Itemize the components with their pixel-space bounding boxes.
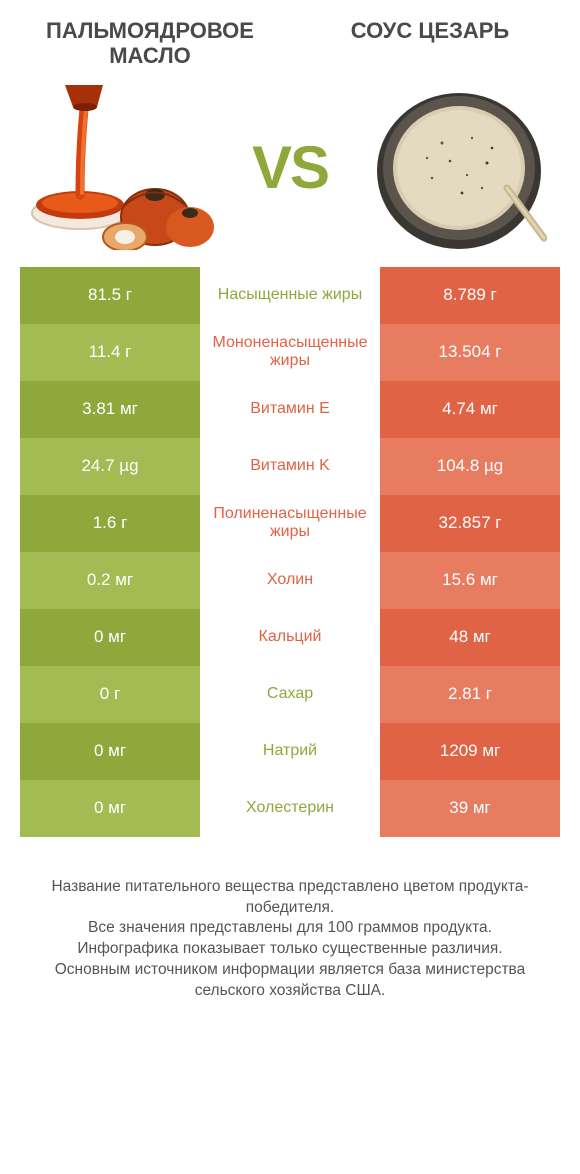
comparison-table: 81.5 гНасыщенные жиры8.789 г11.4 гМононе… — [20, 267, 560, 837]
infographic-container: ПАЛЬМОЯДРОВОЕ МАСЛО СОУС ЦЕЗАРЬ — [0, 0, 580, 1174]
palm-oil-icon — [25, 85, 215, 250]
right-value-cell: 8.789 г — [380, 267, 560, 324]
right-product-image — [360, 83, 560, 253]
right-value-cell: 4.74 мг — [380, 381, 560, 438]
table-row: 11.4 гМононенасыщенные жиры13.504 г — [20, 324, 560, 381]
table-row: 0 гСахар2.81 г — [20, 666, 560, 723]
nutrient-label-cell: Насыщенные жиры — [200, 267, 380, 324]
footer-line: Все значения представлены для 100 граммо… — [24, 918, 556, 939]
footer-line: Инфографика показывает только существенн… — [24, 939, 556, 960]
left-value-cell: 3.81 мг — [20, 381, 200, 438]
footer-line: Название питательного вещества представл… — [24, 877, 556, 919]
nutrient-label-cell: Мононенасыщенные жиры — [200, 324, 380, 381]
right-value-cell: 104.8 µg — [380, 438, 560, 495]
table-row: 81.5 гНасыщенные жиры8.789 г — [20, 267, 560, 324]
table-row: 0 мгНатрий1209 мг — [20, 723, 560, 780]
table-row: 0.2 мгХолин15.6 мг — [20, 552, 560, 609]
nutrient-label-cell: Витамин E — [200, 381, 380, 438]
left-value-cell: 11.4 г — [20, 324, 200, 381]
left-value-cell: 81.5 г — [20, 267, 200, 324]
left-value-cell: 1.6 г — [20, 495, 200, 552]
footer-notes: Название питательного вещества представл… — [0, 837, 580, 1023]
left-product-image — [20, 83, 220, 253]
table-row: 0 мгХолестерин39 мг — [20, 780, 560, 837]
nutrient-label-cell: Витамин K — [200, 438, 380, 495]
table-row: 1.6 гПолиненасыщенные жиры32.857 г — [20, 495, 560, 552]
vs-label: VS — [252, 133, 328, 202]
left-value-cell: 0.2 мг — [20, 552, 200, 609]
right-value-cell: 39 мг — [380, 780, 560, 837]
nutrient-label-cell: Сахар — [200, 666, 380, 723]
table-row: 0 мгКальций48 мг — [20, 609, 560, 666]
nutrient-label-cell: Холин — [200, 552, 380, 609]
nutrient-label-cell: Полиненасыщенные жиры — [200, 495, 380, 552]
right-value-cell: 48 мг — [380, 609, 560, 666]
nutrient-label-cell: Кальций — [200, 609, 380, 666]
right-value-cell: 1209 мг — [380, 723, 560, 780]
header: ПАЛЬМОЯДРОВОЕ МАСЛО СОУС ЦЕЗАРЬ — [0, 0, 580, 69]
right-product-title: СОУС ЦЕЗАРЬ — [296, 18, 565, 69]
right-value-cell: 15.6 мг — [380, 552, 560, 609]
left-value-cell: 24.7 µg — [20, 438, 200, 495]
right-value-cell: 13.504 г — [380, 324, 560, 381]
right-value-cell: 32.857 г — [380, 495, 560, 552]
left-value-cell: 0 мг — [20, 780, 200, 837]
nutrient-label-cell: Натрий — [200, 723, 380, 780]
right-value-cell: 2.81 г — [380, 666, 560, 723]
caesar-sauce-icon — [372, 83, 547, 253]
left-value-cell: 0 мг — [20, 723, 200, 780]
left-product-title: ПАЛЬМОЯДРОВОЕ МАСЛО — [16, 18, 285, 69]
left-value-cell: 0 г — [20, 666, 200, 723]
nutrient-label-cell: Холестерин — [200, 780, 380, 837]
table-row: 3.81 мгВитамин E4.74 мг — [20, 381, 560, 438]
left-value-cell: 0 мг — [20, 609, 200, 666]
footer-line: Основным источником информации является … — [24, 960, 556, 1002]
images-row: VS — [0, 69, 580, 267]
table-row: 24.7 µgВитамин K104.8 µg — [20, 438, 560, 495]
